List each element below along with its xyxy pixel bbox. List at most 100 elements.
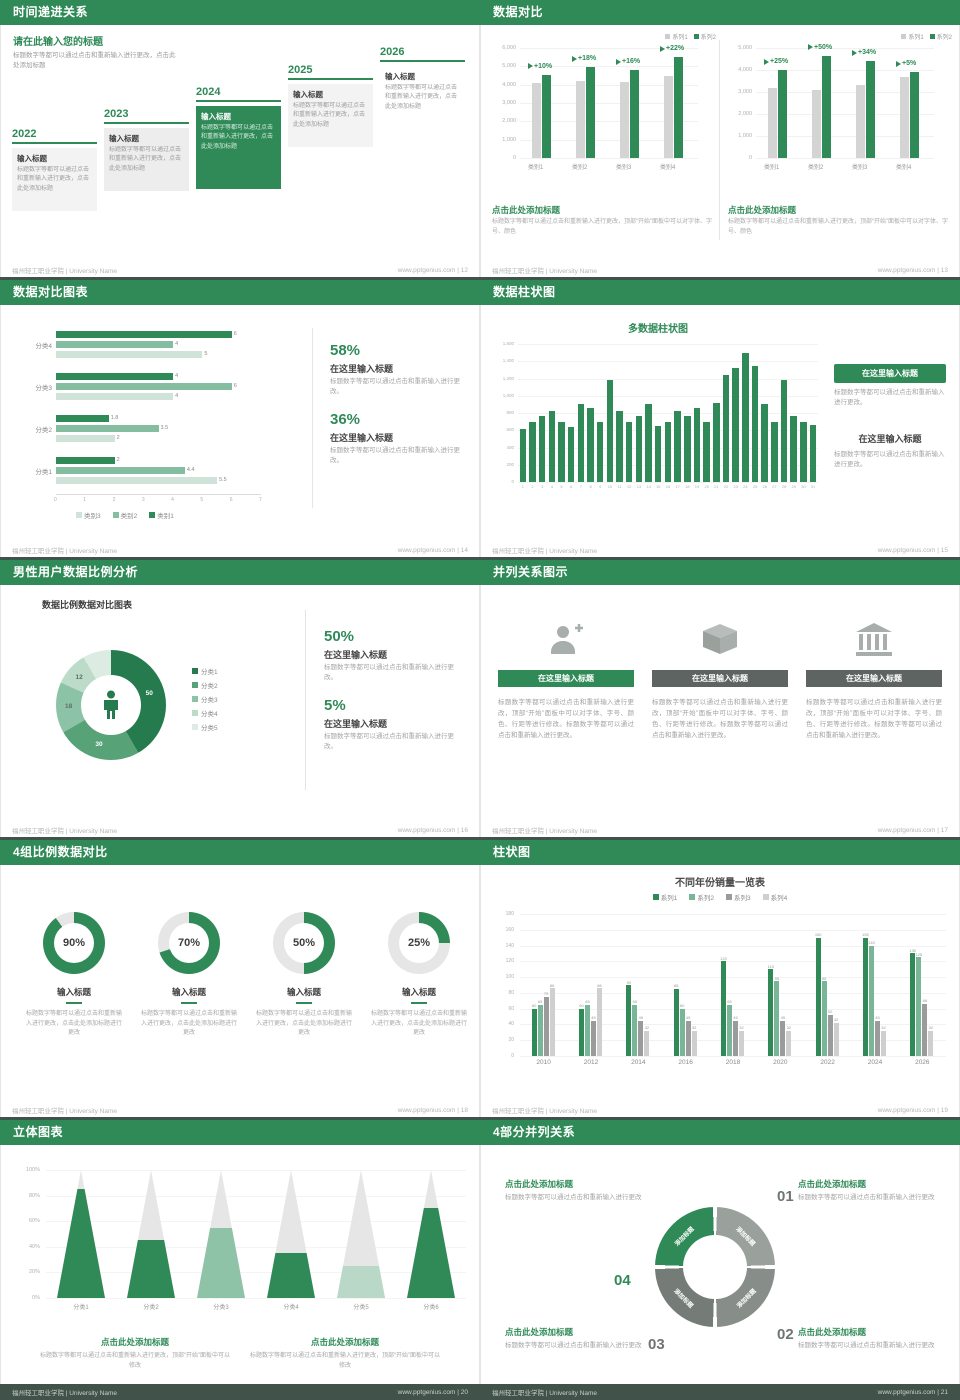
legend-swatch [652,894,659,900]
divider [719,40,720,240]
x-tick: 0 [54,497,57,503]
value-label: 6 [233,383,237,389]
legend-item: 类别2 [112,510,137,520]
y-tick: 3,000 [738,89,752,95]
value-label: 2 [116,435,120,441]
value-label: 45 [591,1015,596,1020]
gridline [46,1272,466,1274]
x-tick: 24 [743,484,748,489]
legend-label: 类别3 [84,513,101,520]
ring-title: 输入标题 [401,987,436,997]
cone [267,1170,315,1298]
timeline-item-body: 标题数字等都可以通过点击和重新输入进行更改，点击此处添加标题 [109,147,182,172]
value-label: 32 [928,1025,934,1031]
value-label: 65 [537,999,543,1005]
bar-series2 [822,55,831,158]
bar [567,426,575,482]
value-label: 42 [833,1017,839,1023]
text-block: 在这里输入标题 标题数字等都可以通过点击和重新输入进行更改。 [834,432,946,470]
slide-title-bar: 并列关系图示 [480,560,960,585]
value-label: 60 [531,1003,537,1009]
bar [587,407,594,482]
slide-19-grouped-columns[interactable]: 柱状图 不同年份销量一览表 系列1 系列2 系列3 系列4 180 160 140 120 1… [480,840,960,1120]
gridline [518,344,818,345]
legend-item: 系列4 [762,892,787,902]
y-tick: 100 [505,974,514,981]
block-body: 标题数字等都可以通过点击和重新输入进行更改 [505,1342,642,1349]
y-tick: 2,000 [738,111,752,117]
slide-17-parallel-relation[interactable]: 并列关系图示 在这里输入标题 标题数字等都可以通过点击和重新输入进行更改，顶部“… [480,560,960,840]
percent-text: +22% [666,45,685,53]
value-label: 60 [679,1003,685,1009]
gridline [756,136,934,137]
footer-school: 福州轻工职业学院 | University Name [12,268,117,275]
slide-footer: 福州轻工职业学院 | University Name www.pptgenius… [480,544,960,556]
value-label: 32 [691,1025,697,1031]
x-tick: 4 [550,484,553,489]
slide-15-column-chart[interactable]: 数据柱状图 多数据柱状图 1,600 1,400 1,200 1,000 800 600 4… [480,280,960,560]
value-label: 66 [922,998,928,1004]
bar [56,351,203,358]
slide-12-time-progression[interactable]: 时间递进关系 请在此输入您的标题 标题数字等都可以通过点击和重新输入进行更改，点… [0,0,480,280]
slide-16-donut-analysis[interactable]: 男性用户数据比例分析 数据比例数据对比图表 50 30 18 12 分类1 分类2 分类3… [0,560,480,840]
bar [596,421,604,482]
x-label: 2012 [583,1059,599,1066]
cycle-number: 01 [777,1188,794,1205]
percent-text: +10% [534,62,553,70]
ring-title: 输入标题 [286,987,321,997]
slide-footer: 福州轻工职业学院 | University Name www.pptgenius… [0,544,480,556]
bar [56,341,174,348]
bar-series1 [576,81,585,158]
timeline-rule [196,100,281,102]
legend-swatch [762,894,769,900]
donut-label: 12 [75,673,83,681]
legend-item: 分类1 [192,666,218,676]
timeline-item: 2025 输入标题 标题数字等都可以通过点击和重新输入进行更改，点击此处添加标题 [288,64,373,147]
item-title-button: 在这里输入标题 [498,670,634,687]
percent-text: +34% [858,49,877,57]
value-label: 150 [814,932,822,938]
stat-body: 标题数字等都可以通过点击和重新输入进行更改。 [324,733,454,751]
bar [916,957,922,1056]
timeline-year: 2022 [12,128,37,140]
x-tick: 20 [704,484,709,489]
x-tick: 29 [791,484,797,489]
y-tick: 60 [508,1005,514,1012]
gridline [518,378,818,380]
footer-site: www.pptgenius.com [877,1106,936,1114]
slide-20-cone-chart[interactable]: 立体图表 100% 80% 60% 40% 20% 0% 分类1 分类2 分类3 分类4 分类5 分类… [0,1120,480,1400]
title-underline [411,1002,427,1004]
legend-item: 系列2 [693,32,716,41]
percent-text: +5% [902,60,917,68]
slide-18-ratio-rings[interactable]: 4组比例数据对比 90% 输入标题 标题数字等都可以通过点击和重新输入进行更改，… [0,840,480,1120]
percent-text: +25% [770,58,789,65]
footer-page-number: 18 [460,1106,468,1114]
slide-13-data-compare[interactable]: 数据对比 系列1 系列2 6,000 5,000 4,000 3,000 2,000 1,00… [480,0,960,280]
cone [197,1170,245,1298]
ring-stat: 25% 输入标题 标题数字等都可以通过点击和重新输入进行更改，点击此处添加标题进… [367,912,471,1039]
timeline-item: 2024 输入标题 标题数字等都可以通过点击和重新输入进行更改，点击此处添加标题 [196,86,281,189]
block-body: 标题数字等都可以通过点击和重新输入进行更改，顶部“开始”面板中可以修改 [250,1353,440,1369]
value-label: 5 [204,351,208,357]
flag-icon [896,60,901,67]
slide-21-four-part-cycle[interactable]: 4部分并列关系 点击此处添加标题 标题数字等都可以通过点击和重新输入进行更改 点… [480,1120,960,1400]
x-label: 类别1 [764,165,780,171]
slide-14-hbar-chart[interactable]: 数据对比图表 分类4 6 4 5 分类3 4 6 4 分类2 1.8 3.5 2 分类1 2 4.4 5.5 0… [0,280,480,560]
grouped-column-chart: 180 160 140 120 100 80 60 40 20 0 60 65 75 86 2010 60 65… [492,904,950,1084]
value-label: 1.8 [110,415,119,421]
x-tick: 3 [541,484,544,489]
bar [591,1020,596,1056]
parallel-item: 在这里输入标题 标题数字等都可以通过点击和重新输入进行更改，顶部“开始”面板中可… [652,616,788,741]
bar [538,416,546,482]
bar-series1 [812,89,821,158]
user-plus-icon [498,616,634,664]
value-label: 65 [632,999,638,1005]
percent-label: +25% [764,58,788,65]
chart-caption-body: 标题数字等都可以通过点击和重新输入进行更改，顶部“开始”面板中可以对字体、字号、… [492,219,712,235]
x-tick: 12 [627,484,632,489]
cone-fill [127,1240,175,1298]
timeline-box: 输入标题 标题数字等都可以通过点击和重新输入进行更改，点击此处添加标题 [104,128,189,191]
bar [597,988,602,1056]
percent-label: +18% [572,55,596,62]
x-label: 类别4 [896,165,912,171]
